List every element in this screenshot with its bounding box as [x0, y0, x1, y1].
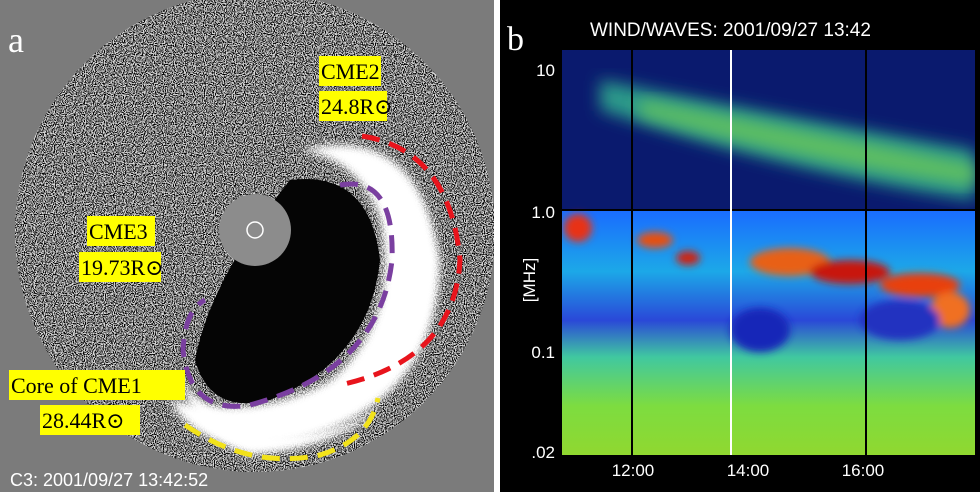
panel-letter: b	[507, 21, 524, 58]
cme-height: 24.8R⊙	[321, 94, 393, 119]
cme-label: Core of CME1	[11, 373, 142, 398]
y-tick-label: 1.0	[531, 203, 555, 222]
x-tick-label: 12:00	[612, 461, 655, 480]
timestamp: C3: 2001/09/27 13:42:52	[10, 470, 208, 490]
cme-height: 19.73R⊙	[81, 255, 164, 280]
y-tick-label: .02	[531, 443, 555, 462]
y-tick-label: 10	[536, 61, 555, 80]
occulter	[219, 194, 291, 266]
spectrum-title: WIND/WAVES: 2001/09/27 13:42	[590, 20, 871, 41]
spectrogram	[562, 50, 975, 455]
cme-label: CME3	[89, 219, 148, 244]
y-tick-label: 0.1	[531, 343, 555, 362]
x-tick-label: 16:00	[842, 461, 885, 480]
cme-height: 28.44R⊙	[42, 408, 125, 433]
panel-letter: a	[8, 20, 24, 60]
page: a CME2 24.8R⊙ CME3 19.73R⊙ Core of CME1 …	[0, 0, 980, 492]
x-tick-label: 14:00	[727, 461, 770, 480]
x-ticks: 12:00 14:00 16:00	[612, 461, 885, 480]
cme-label: CME2	[321, 59, 380, 84]
y-axis-label: [MHz]	[520, 258, 539, 302]
figure: a CME2 24.8R⊙ CME3 19.73R⊙ Core of CME1 …	[0, 0, 980, 492]
